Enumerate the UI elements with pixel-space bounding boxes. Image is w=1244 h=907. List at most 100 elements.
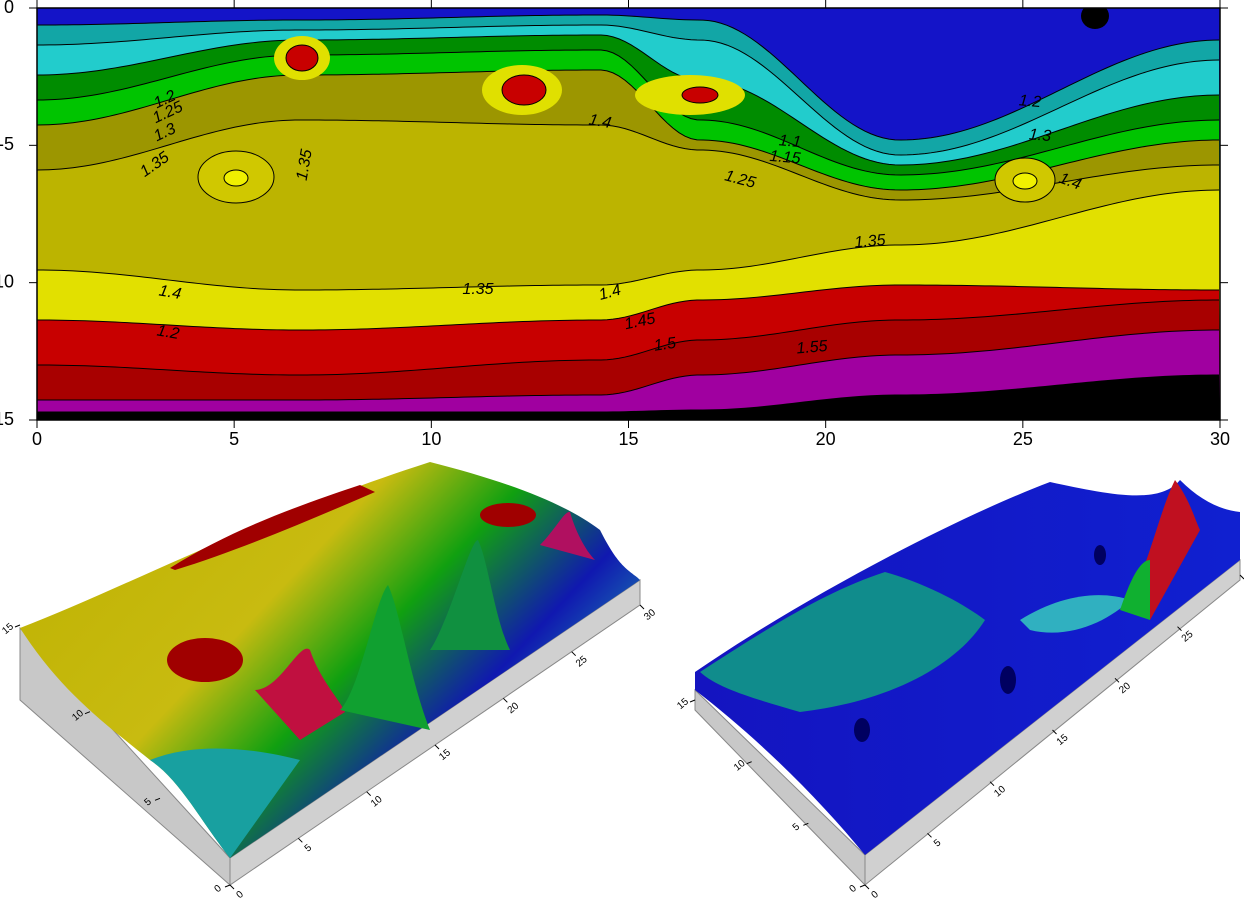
x-tick-label: 5: [229, 429, 239, 449]
x-tick: [434, 744, 440, 750]
y-tick: [689, 699, 696, 703]
x-tick-label: 15: [437, 747, 453, 763]
contour-label: 1.35: [462, 281, 493, 298]
contour-label: 1.4: [1057, 170, 1084, 194]
y-tick-label: 15: [675, 696, 691, 712]
spot: [1012, 172, 1038, 190]
x-tick-label: 20: [816, 429, 836, 449]
surface-blob: [170, 485, 375, 570]
spot: [501, 74, 547, 106]
contour-line: [37, 34, 1220, 166]
y-tick-label: 0: [4, 0, 14, 17]
contour-spots: [197, 8, 1109, 204]
x-tick-label: 5: [303, 842, 315, 854]
x-tick: [864, 884, 870, 890]
y-tick-label: 15: [0, 621, 16, 637]
x-tick-label: 25: [574, 654, 590, 670]
contour-label: 1.15: [769, 148, 802, 168]
x-tick: [927, 832, 932, 838]
contour-label: 1.5: [653, 335, 677, 355]
surface-peak: [340, 585, 430, 730]
surface-region: [150, 748, 300, 858]
x-tick: [297, 837, 303, 843]
x-tick-label: 30: [1242, 577, 1244, 593]
x-tick-label: 10: [369, 794, 385, 810]
surface-peak: [255, 648, 345, 740]
contour-line: [37, 329, 1220, 401]
contour-label: 1.4: [588, 111, 613, 132]
contour-line: [37, 189, 1220, 291]
x-tick: [989, 781, 995, 787]
x-tick-label: 10: [421, 429, 441, 449]
x-tick: [1052, 729, 1057, 735]
y-tick-label: 5: [142, 796, 154, 808]
spot: [681, 86, 719, 104]
contour-label: 1.1: [778, 132, 802, 151]
x-tick-label: 0: [32, 429, 42, 449]
contour-line: [37, 299, 1220, 376]
x-tick: [229, 884, 235, 890]
y-tick-label: -5: [0, 134, 14, 154]
x-tick: [366, 791, 372, 797]
contour-line: [37, 374, 1220, 413]
y-tick-label: 0: [847, 883, 859, 895]
x-tick-label: 20: [506, 700, 522, 716]
y-tick: [224, 884, 231, 888]
y-tick-label: 5: [791, 821, 803, 833]
contour-label: 1.2: [1018, 92, 1042, 111]
x-tick-label: 0: [234, 889, 246, 901]
top-surface: [695, 480, 1240, 855]
x-tick: [1177, 626, 1182, 632]
contour-label: 1.4: [597, 282, 623, 304]
contour-label: 1.4: [158, 282, 183, 303]
y-tick: [746, 761, 752, 765]
contour-line: [37, 14, 1220, 141]
surface-peak: [540, 511, 595, 560]
contour-line: [37, 49, 1220, 176]
y-tick: [803, 822, 809, 826]
x-tick-label: 5: [932, 837, 944, 849]
y-tick-label: 0: [212, 883, 224, 895]
x-tick-label: 10: [992, 784, 1008, 800]
spot: [1081, 8, 1109, 29]
contour-label: 1.2: [156, 322, 181, 343]
x-tick-label: 20: [1117, 680, 1133, 696]
y-tick-label: -15: [0, 409, 14, 429]
x-tick-label: 25: [1180, 629, 1196, 645]
x-tick-label: 15: [618, 429, 638, 449]
y-tick: [84, 711, 91, 715]
spot: [223, 169, 249, 187]
x-tick-label: 30: [642, 607, 658, 623]
y-tick-label: -10: [0, 271, 14, 291]
spot: [285, 44, 319, 72]
contour-label: 1.3: [1028, 126, 1052, 145]
surface-pit: [854, 718, 870, 742]
y-tick: [14, 624, 21, 628]
surface-region: [700, 572, 985, 712]
band: [37, 375, 1220, 420]
contour-plot: 1.21.251.31.35 1.351.41.35 1.41.451.5 1.551…: [37, 8, 1220, 420]
contour-label: 1.55: [796, 338, 829, 358]
surface-peak: [430, 540, 510, 650]
surface-blob: [167, 638, 243, 682]
surface-peak: [1120, 560, 1150, 620]
contour-line: [37, 24, 1220, 156]
x-tick: [639, 604, 645, 610]
y-tick: [859, 884, 866, 888]
x-tick: [1114, 677, 1120, 683]
x-tick: [1239, 574, 1244, 580]
x-tick-label: 30: [1210, 429, 1230, 449]
x-tick: [502, 697, 508, 703]
x-tick: [571, 651, 577, 657]
x-tick-label: 25: [1013, 429, 1033, 449]
contour-label: 1.35: [294, 148, 316, 182]
surface-region: [1020, 595, 1130, 633]
contour-label: 1.45: [623, 310, 657, 333]
contour-label: 1.35: [854, 232, 887, 252]
contour-line: [37, 284, 1220, 331]
x-tick-label: 15: [1055, 732, 1071, 748]
x-tick-label: 0: [869, 889, 881, 901]
